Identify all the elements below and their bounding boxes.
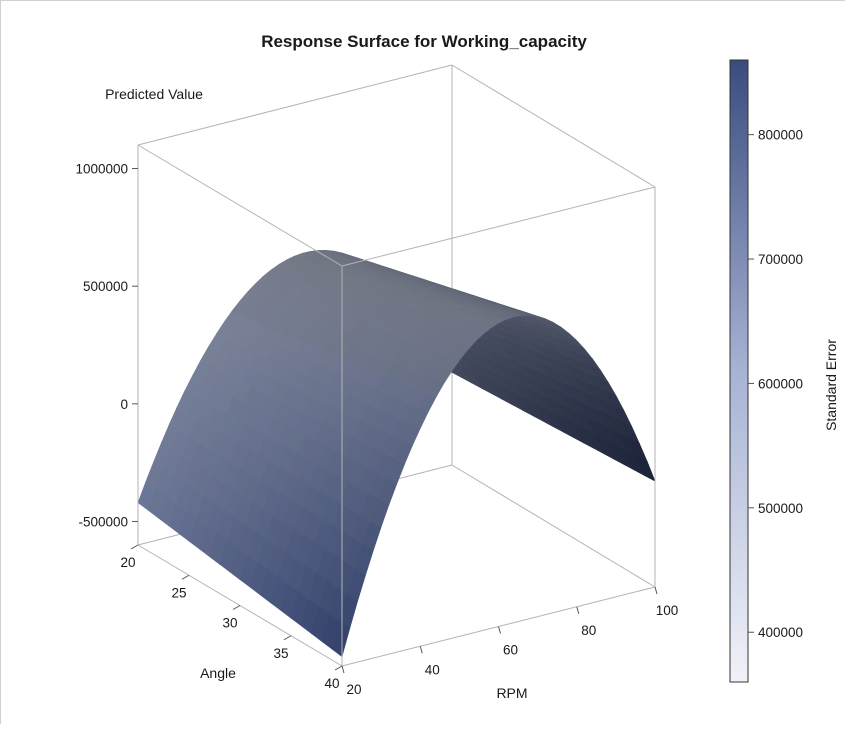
angle-tick-mark bbox=[130, 544, 139, 550]
colorbar bbox=[729, 59, 749, 683]
rpm-tick-mark bbox=[341, 665, 345, 674]
angle-tick-label: 40 bbox=[324, 676, 339, 691]
z-axis-ticks: 1000000 500000 0 -500000 bbox=[75, 162, 138, 529]
colorbar-tick-label: 800000 bbox=[758, 128, 803, 143]
z-tick-label: 500000 bbox=[83, 279, 128, 294]
angle-tick-label: 30 bbox=[222, 616, 237, 631]
rpm-axis-ticks: 20 40 60 80 100 bbox=[341, 586, 679, 697]
z-tick-label: 0 bbox=[120, 397, 128, 412]
rpm-tick-label: 60 bbox=[503, 643, 518, 658]
colorbar-ticks: 800000 700000 600000 500000 400000 bbox=[748, 128, 803, 640]
angle-tick-mark bbox=[334, 665, 343, 671]
z-tick-label: 1000000 bbox=[75, 162, 128, 177]
chart-title: Response Surface for Working_capacity bbox=[261, 32, 587, 51]
angle-axis-ticks: 20 25 30 35 40 bbox=[120, 544, 343, 691]
angle-tick-mark bbox=[181, 574, 190, 580]
z-tick-label: -500000 bbox=[78, 514, 128, 529]
colorbar-tick-label: 400000 bbox=[758, 625, 803, 640]
rpm-tick-label: 100 bbox=[656, 603, 679, 618]
rpm-tick-mark bbox=[654, 586, 658, 595]
rpm-tick-mark bbox=[498, 626, 501, 634]
rpm-tick-label: 80 bbox=[581, 623, 596, 638]
colorbar-tick-label: 500000 bbox=[758, 501, 803, 516]
colorbar-tick-label: 600000 bbox=[758, 376, 803, 391]
rpm-tick-label: 40 bbox=[425, 662, 440, 677]
response-surface bbox=[137, 249, 656, 658]
colorbar-label: Standard Error bbox=[823, 339, 839, 431]
rpm-axis-label: RPM bbox=[496, 685, 527, 701]
angle-axis-label: Angle bbox=[200, 665, 236, 681]
angle-tick-label: 20 bbox=[120, 555, 135, 570]
colorbar-tick-label: 700000 bbox=[758, 252, 803, 267]
rpm-tick-mark bbox=[576, 606, 580, 614]
angle-tick-mark bbox=[232, 605, 241, 610]
rpm-tick-label: 20 bbox=[346, 682, 361, 697]
z-axis-label: Predicted Value bbox=[105, 86, 203, 102]
angle-tick-mark bbox=[283, 635, 292, 641]
rpm-tick-mark bbox=[419, 646, 423, 654]
angle-tick-label: 35 bbox=[273, 646, 288, 661]
angle-tick-label: 25 bbox=[171, 585, 186, 600]
